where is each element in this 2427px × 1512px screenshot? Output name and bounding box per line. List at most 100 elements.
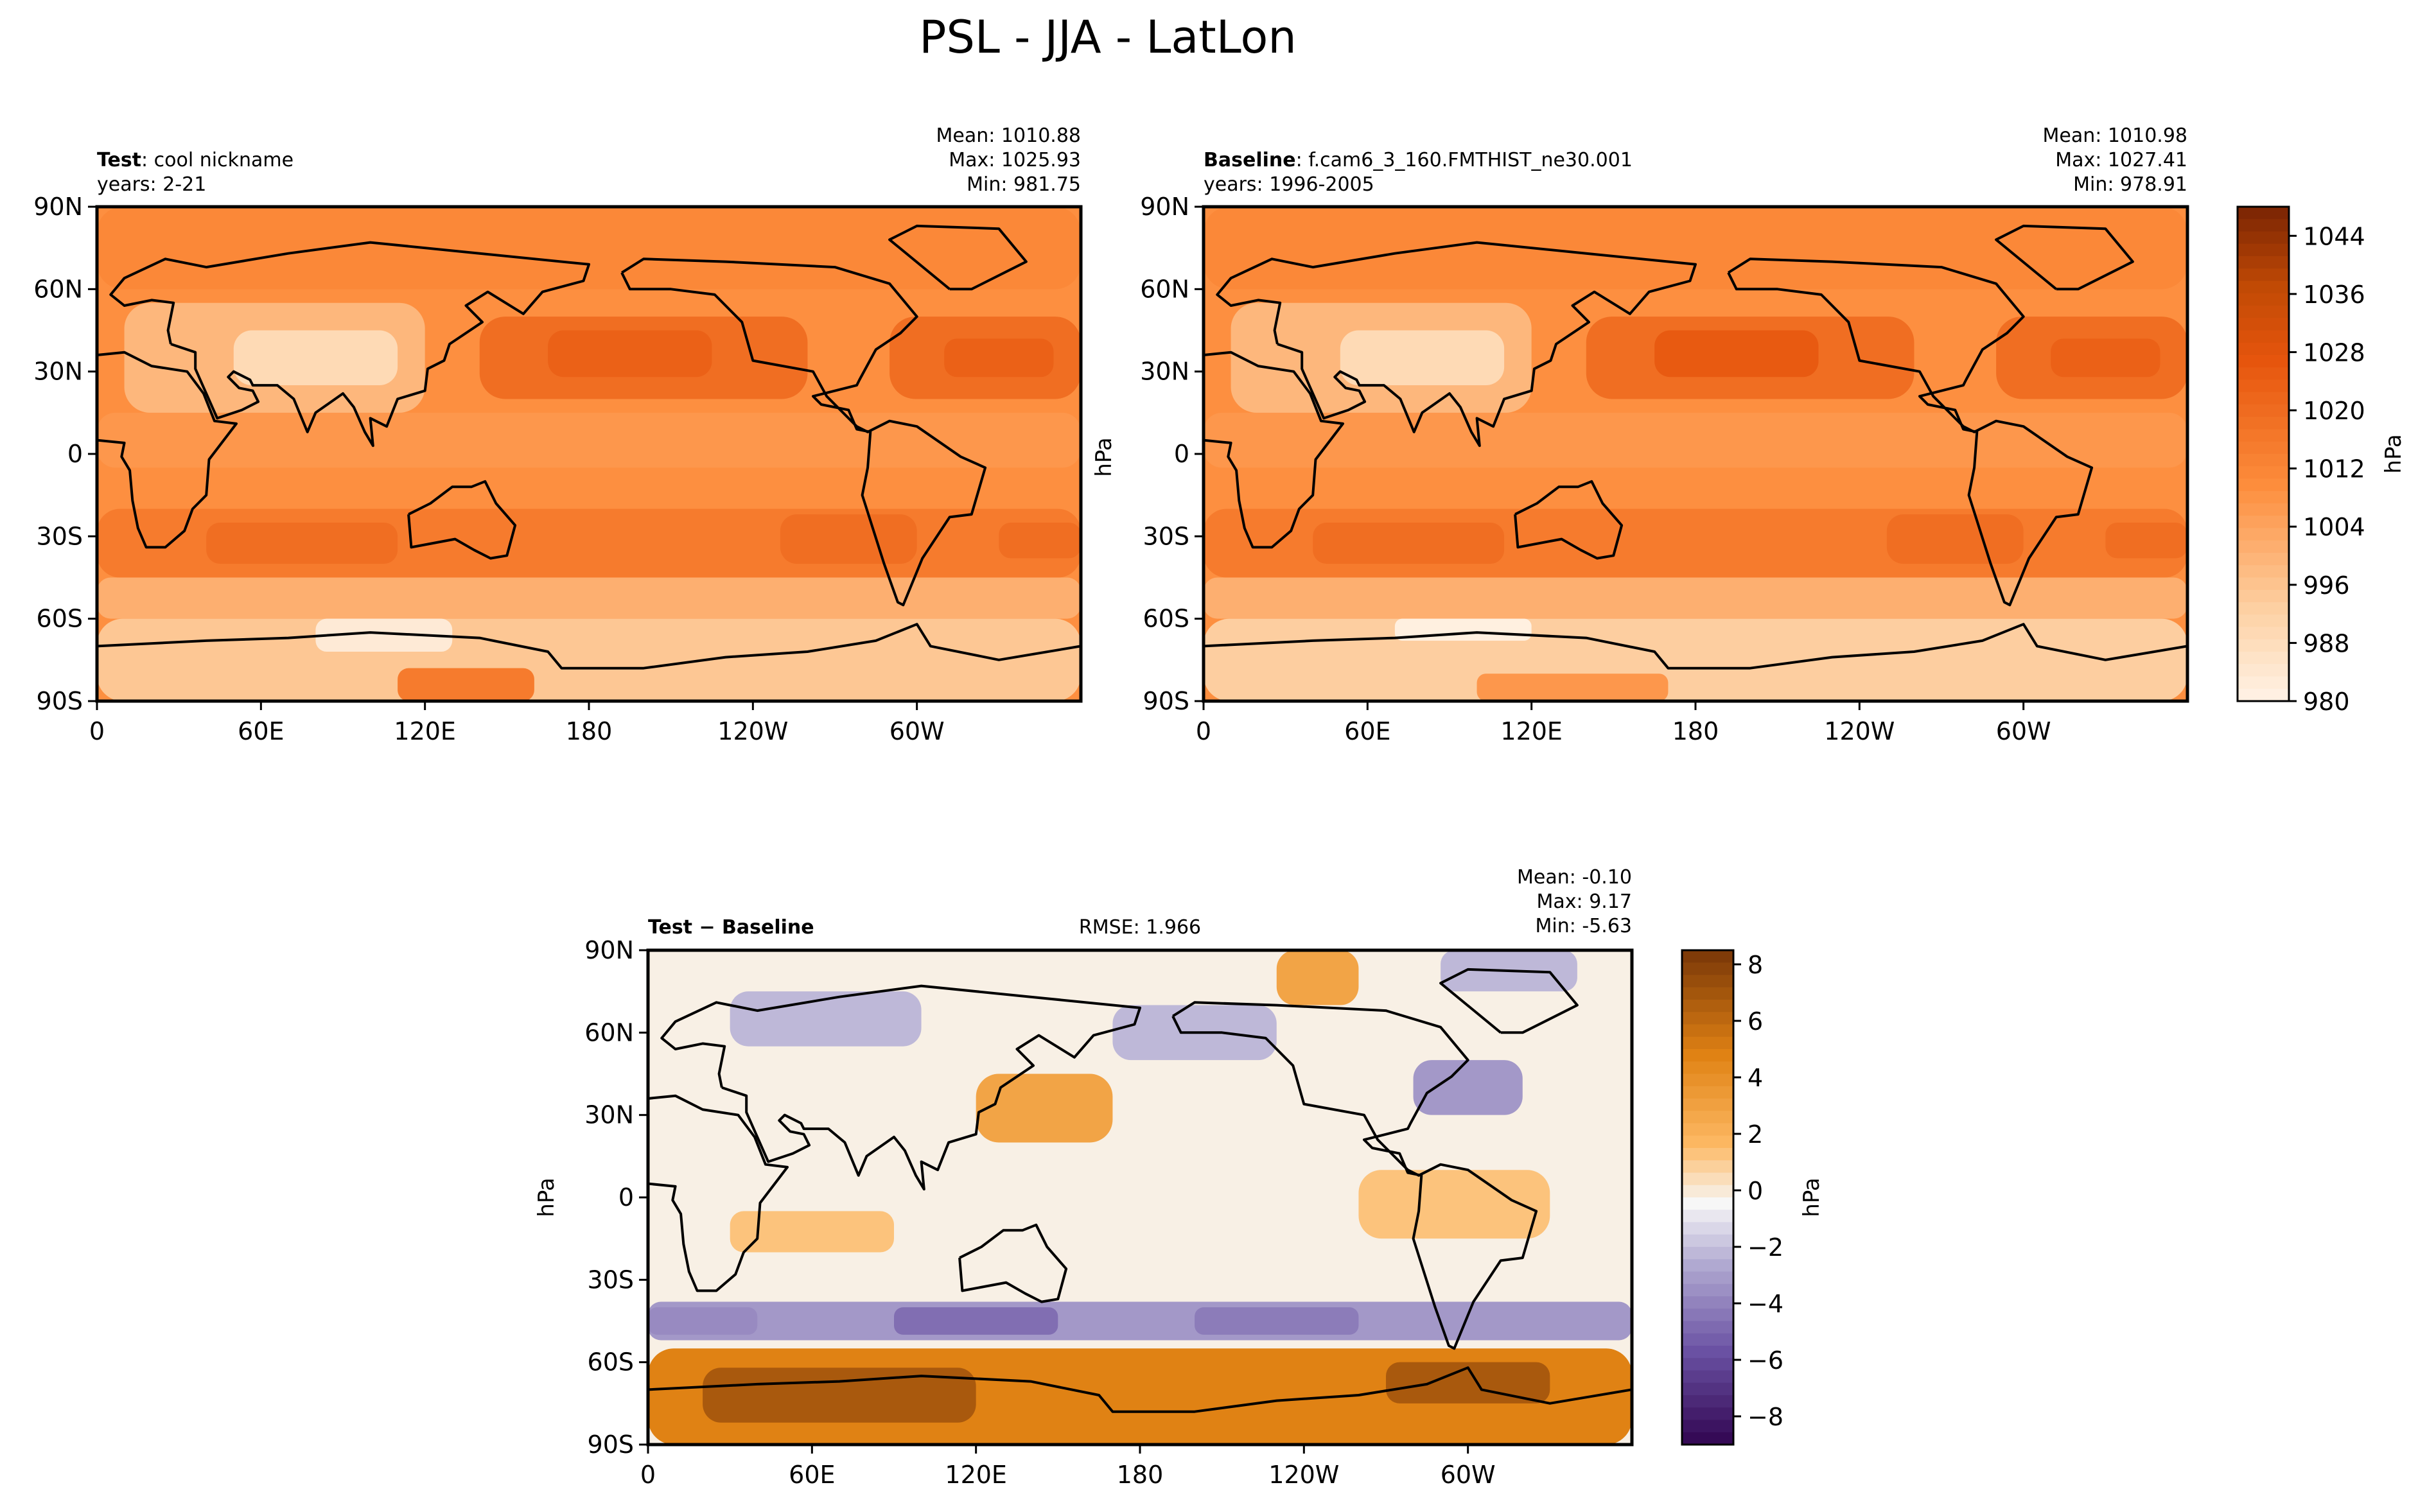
panel-years: years: 1996-2005 bbox=[1204, 173, 1374, 196]
coastline bbox=[97, 623, 1081, 670]
y-tick-label: 60N bbox=[584, 1018, 634, 1047]
y-tick-label: 30S bbox=[588, 1265, 634, 1294]
colorbar-segment bbox=[2238, 478, 2289, 492]
colorbar-segment bbox=[1682, 1049, 1733, 1063]
colorbar-segment bbox=[1682, 1172, 1733, 1186]
colorbar-segment bbox=[2238, 404, 2289, 418]
stat-line: Max: 1027.41 bbox=[2055, 149, 2187, 171]
colorbar-segment bbox=[2238, 614, 2289, 628]
field-cell bbox=[1654, 330, 1819, 378]
coastline bbox=[1514, 480, 1624, 560]
colorbar-segment bbox=[1682, 1308, 1733, 1322]
colorbar-tick-label: −6 bbox=[1748, 1346, 1783, 1375]
field-cell bbox=[1204, 207, 2187, 290]
colorbar-segment bbox=[1682, 1296, 1733, 1310]
colorbar-segment bbox=[1682, 1358, 1733, 1371]
colorbar-segment bbox=[1682, 962, 1733, 976]
colorbar-segment bbox=[1682, 1000, 1733, 1013]
field-cell bbox=[1204, 618, 2187, 701]
coastline bbox=[97, 351, 238, 549]
map-field bbox=[97, 207, 1081, 701]
colorbar-segment bbox=[2238, 342, 2289, 356]
x-tick-label: 60E bbox=[789, 1461, 835, 1489]
y-tick-label: 0 bbox=[67, 440, 83, 468]
coastline bbox=[648, 1366, 1632, 1413]
map-field bbox=[1204, 207, 2187, 701]
y-tick-label: 0 bbox=[618, 1183, 634, 1212]
coastline bbox=[958, 1223, 1068, 1303]
field-cell bbox=[97, 577, 1081, 619]
colorbar-segment bbox=[1682, 1420, 1733, 1433]
x-tick-label: 120W bbox=[717, 717, 788, 745]
colorbar-tick-label: 2 bbox=[1748, 1120, 1763, 1149]
field-cell bbox=[894, 1307, 1058, 1335]
colorbar-segment bbox=[2238, 688, 2289, 702]
coastline bbox=[1204, 351, 1344, 549]
colorbar-segment bbox=[2238, 219, 2289, 232]
y-tick-label: 60N bbox=[1140, 275, 1189, 303]
field-cell bbox=[703, 1368, 976, 1423]
colorbar-tick-label: 1036 bbox=[2303, 281, 2365, 309]
colorbar-segment bbox=[1682, 1099, 1733, 1112]
colorbar-segment bbox=[1682, 1135, 1733, 1149]
colorbar-frame bbox=[2236, 205, 2290, 702]
field-cell bbox=[999, 522, 1081, 559]
colorbar-segment bbox=[1682, 950, 1733, 964]
colorbar-segment bbox=[1682, 1283, 1733, 1297]
colorbar-segment bbox=[2238, 417, 2289, 430]
colorbar-tick-label: 1028 bbox=[2303, 338, 2365, 367]
field-cell bbox=[1476, 673, 1669, 701]
x-tick-label: 60E bbox=[238, 717, 284, 745]
colorbar-difference: 8 6 4 2 0 −2 −4 −6 −8 hPa bbox=[1681, 949, 1825, 1446]
coastline bbox=[1216, 241, 1697, 448]
colorbar-tick-label: 996 bbox=[2303, 571, 2350, 600]
y-tick-label: 90S bbox=[1143, 687, 1189, 715]
figure-title: PSL - JJA - LatLon bbox=[919, 11, 1296, 64]
coastline bbox=[1439, 968, 1579, 1034]
colorbar-segment bbox=[2238, 589, 2289, 603]
field-cell bbox=[548, 330, 712, 378]
colorbar-tick-label: 1012 bbox=[2303, 455, 2365, 483]
coastline bbox=[660, 984, 1141, 1191]
field-cell bbox=[2105, 522, 2187, 559]
colorbar-segment bbox=[1682, 1333, 1733, 1346]
colorbar-segment bbox=[1682, 1271, 1733, 1285]
x-tick-label: 120W bbox=[1824, 717, 1895, 745]
field-cell bbox=[730, 1211, 894, 1253]
colorbar-segment bbox=[1682, 1123, 1733, 1136]
field-cell bbox=[233, 330, 398, 386]
coastline bbox=[620, 257, 987, 607]
colorbar-label: hPa bbox=[1799, 1177, 1825, 1217]
map-panel-test: 0 60E 120E 180 120W 60W 90N 60N 30N 0 30S 60S 90S Tes… bbox=[33, 125, 1083, 745]
panel-title: Test: cool nickname bbox=[97, 149, 294, 171]
colorbar-segment bbox=[1682, 1259, 1733, 1273]
colorbar-segment bbox=[1682, 1321, 1733, 1334]
stat-line: Mean: 1010.88 bbox=[936, 125, 1081, 147]
x-tick-label: 120W bbox=[1268, 1461, 1339, 1489]
panel-years: years: 2-21 bbox=[97, 173, 206, 196]
colorbar-tick-label: 4 bbox=[1748, 1064, 1763, 1092]
stat-line: Min: 981.75 bbox=[967, 173, 1081, 196]
stat-line: Mean: -0.10 bbox=[1517, 866, 1632, 889]
colorbar-segment bbox=[1682, 1210, 1733, 1223]
colorbar-tick-label: 8 bbox=[1748, 951, 1763, 979]
field-cell bbox=[315, 618, 453, 652]
colorbar-segment bbox=[2238, 318, 2289, 331]
colorbar-segment bbox=[2238, 367, 2289, 381]
colorbar-segment bbox=[1682, 1407, 1733, 1421]
colorbar-tick-label: −2 bbox=[1748, 1233, 1783, 1262]
colorbar-segment bbox=[2238, 256, 2289, 270]
colorbar-segment bbox=[2238, 293, 2289, 306]
map-panel-difference: 0 60E 120E 180 120W 60W 90N 60N 30N 0 30S 60S 90S Tes… bbox=[534, 866, 1634, 1489]
colorbar-tick-label: 988 bbox=[2303, 629, 2350, 657]
colorbar-segment bbox=[1682, 1024, 1733, 1038]
x-tick-label: 120E bbox=[945, 1461, 1007, 1489]
field-cell bbox=[944, 338, 1054, 378]
y-tick-label: 90S bbox=[588, 1430, 634, 1459]
colorbar-segment bbox=[2238, 243, 2289, 257]
colorbar-segment bbox=[2238, 231, 2289, 245]
field-cell bbox=[648, 1301, 1632, 1341]
y-tick-label: 90S bbox=[37, 687, 83, 715]
y-tick-label: 30S bbox=[1143, 522, 1189, 550]
x-tick-label: 120E bbox=[1500, 717, 1563, 745]
